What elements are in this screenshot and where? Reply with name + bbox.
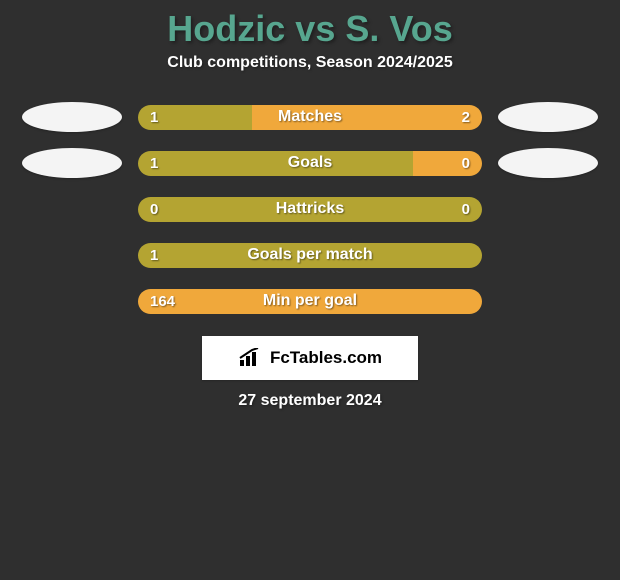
vs-text: vs <box>295 8 335 49</box>
left-value: 1 <box>138 105 170 130</box>
stat-bar: Hattricks00 <box>138 197 482 222</box>
date-text: 27 september 2024 <box>238 392 381 410</box>
bar-right-fill <box>138 289 482 314</box>
bar-left-fill <box>138 243 482 268</box>
right-value: 0 <box>450 151 482 176</box>
left-value: 1 <box>138 151 170 176</box>
logo-text: FcTables.com <box>270 348 382 368</box>
player1-badge <box>22 148 122 178</box>
comparison-card: Hodzic vs S. Vos Club competitions, Seas… <box>0 0 620 580</box>
stat-row: Matches12 <box>0 94 620 140</box>
left-value: 0 <box>138 197 170 222</box>
stat-bar: Goals per match1 <box>138 243 482 268</box>
right-value <box>458 289 482 314</box>
subtitle: Club competitions, Season 2024/2025 <box>167 54 452 72</box>
bar-left-fill <box>138 151 413 176</box>
spacer <box>498 240 598 270</box>
player2-badge <box>498 148 598 178</box>
chart-icon <box>238 348 264 368</box>
spacer <box>22 286 122 316</box>
right-value <box>458 243 482 268</box>
stat-row: Min per goal164 <box>0 278 620 324</box>
stat-bar: Min per goal164 <box>138 289 482 314</box>
spacer <box>498 194 598 224</box>
bar-right-fill <box>252 105 482 130</box>
player1-badge <box>22 102 122 132</box>
spacer <box>498 286 598 316</box>
page-title: Hodzic vs S. Vos <box>167 8 452 50</box>
left-value: 164 <box>138 289 187 314</box>
stat-bar: Matches12 <box>138 105 482 130</box>
player2-name: S. Vos <box>345 8 452 49</box>
stat-row: Goals10 <box>0 140 620 186</box>
spacer <box>22 194 122 224</box>
stat-row: Hattricks00 <box>0 186 620 232</box>
player2-badge <box>498 102 598 132</box>
stat-row: Goals per match1 <box>0 232 620 278</box>
source-logo: FcTables.com <box>202 336 418 380</box>
stat-bar: Goals10 <box>138 151 482 176</box>
right-value: 2 <box>450 105 482 130</box>
spacer <box>22 240 122 270</box>
left-value: 1 <box>138 243 170 268</box>
stats-rows: Matches12Goals10Hattricks00Goals per mat… <box>0 94 620 324</box>
player1-name: Hodzic <box>167 8 285 49</box>
bar-left-fill <box>138 197 482 222</box>
right-value: 0 <box>450 197 482 222</box>
